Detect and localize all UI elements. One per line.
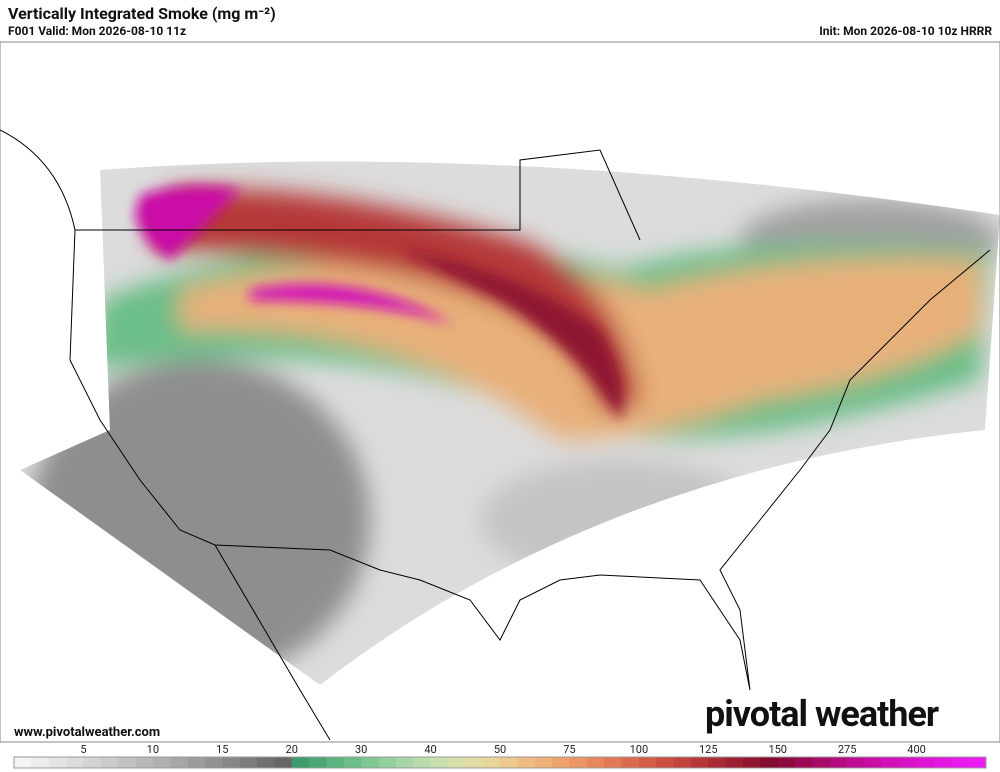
colorbar-label: 400 [907, 743, 926, 756]
colorbar-label: 40 [424, 743, 436, 756]
color-swatch [152, 757, 171, 768]
color-swatch [135, 757, 154, 768]
color-swatch [690, 757, 709, 768]
colorbar-label: 20 [286, 743, 298, 756]
valid-time: F001 Valid: Mon 2026-08-10 11z [8, 24, 187, 38]
color-swatch [552, 757, 570, 768]
color-swatch [48, 757, 67, 768]
title: Vertically Integrated Smoke (mg m⁻²) [8, 4, 276, 23]
color-swatch [916, 757, 935, 768]
color-swatch [673, 757, 692, 768]
color-swatch [725, 757, 744, 768]
color-swatch [83, 757, 102, 768]
colorbar: 5 10 15 20 30 40 50 75 100 125 150 275 400 [13, 743, 987, 769]
color-swatch [638, 757, 657, 768]
color-swatch [482, 757, 501, 768]
color-swatch [517, 757, 536, 768]
colorbar-label: 50 [494, 743, 506, 756]
color-swatch [586, 757, 605, 768]
colorbar-label: 10 [147, 743, 159, 756]
color-swatch [118, 757, 136, 768]
color-swatch [795, 757, 813, 768]
color-swatch [933, 757, 952, 768]
color-swatch [204, 757, 223, 768]
color-swatch [222, 757, 241, 768]
color-swatch [447, 757, 466, 768]
color-swatch [100, 757, 119, 768]
colorbar-label: 150 [768, 743, 787, 756]
color-swatch [743, 757, 761, 768]
color-swatch [378, 757, 397, 768]
color-swatch [760, 757, 779, 768]
color-swatch [864, 757, 883, 768]
color-swatch [829, 757, 848, 768]
color-swatch [343, 757, 362, 768]
color-swatch [430, 757, 449, 768]
color-swatch [274, 757, 293, 768]
color-swatch [291, 757, 310, 768]
color-swatch [187, 757, 206, 768]
color-swatch [951, 757, 970, 768]
color-swatch [31, 757, 50, 768]
colorbar-label: 30 [355, 743, 367, 756]
color-swatch [569, 757, 588, 768]
color-swatch [257, 757, 275, 768]
color-swatch [465, 757, 484, 768]
color-swatch [847, 757, 865, 768]
color-swatch [968, 757, 987, 768]
color-swatch [708, 757, 727, 768]
colorbar-label: 75 [563, 743, 575, 756]
colorbar-label: 125 [699, 743, 718, 756]
color-swatch [899, 757, 918, 768]
color-swatch [413, 757, 432, 768]
color-swatch [66, 757, 84, 768]
colorbar-label: 100 [630, 743, 649, 756]
colorbar-label: 5 [80, 743, 86, 756]
logo: pivotal weather [705, 693, 939, 735]
color-swatch [170, 757, 189, 768]
colorbar-label: 15 [216, 743, 228, 756]
color-swatch [361, 757, 379, 768]
color-swatch [604, 757, 622, 768]
color-swatch [534, 757, 553, 768]
colorbar-label: 275 [838, 743, 857, 756]
color-swatch [395, 757, 414, 768]
color-swatch [14, 757, 32, 768]
color-swatch [881, 757, 900, 768]
color-swatch [326, 757, 345, 768]
color-swatch [777, 757, 796, 768]
color-swatch [239, 757, 258, 768]
init-time: Init: Mon 2026-08-10 10z HRRR [819, 24, 992, 38]
colorbar-border [13, 756, 987, 769]
color-swatch [656, 757, 675, 768]
borders [0, 129, 991, 741]
color-swatch [812, 757, 831, 768]
color-swatch [309, 757, 327, 768]
website: www.pivotalweather.com [14, 725, 161, 740]
color-swatch [500, 757, 518, 768]
color-swatch [621, 757, 640, 768]
